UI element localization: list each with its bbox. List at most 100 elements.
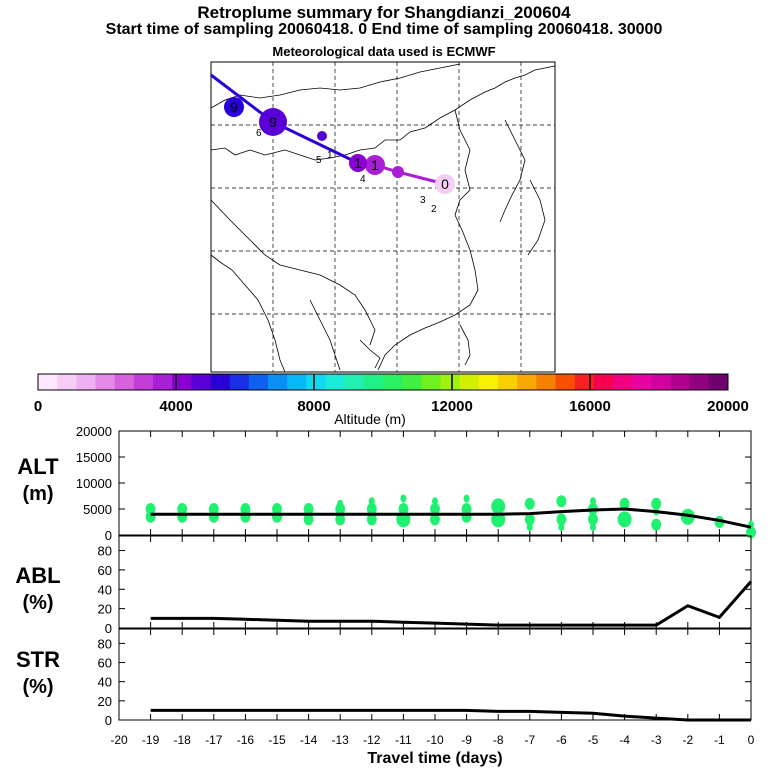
panel-ylabel-unit: (%) [22, 592, 53, 614]
altitude-cluster-point [240, 503, 251, 515]
colorbar-swatch [229, 374, 250, 390]
altitude-cluster-point [588, 513, 598, 526]
altitude-cluster-point [177, 503, 188, 515]
colorbar-swatch [38, 374, 58, 390]
x-tick-label: -19 [142, 733, 160, 747]
altitude-cluster-point [430, 503, 440, 515]
mean-altitude-line [150, 507, 752, 529]
colorbar-swatch [363, 374, 384, 390]
x-tick-label: -12 [363, 733, 381, 747]
coast-china-east [424, 109, 479, 329]
colorbar-swatch [210, 374, 231, 390]
border-south [210, 199, 376, 346]
y-tick-label: 0 [105, 713, 112, 728]
panel-ylabel-unit: (%) [22, 676, 53, 698]
plot-frame [118, 535, 752, 629]
altitude-cluster-point [430, 513, 440, 526]
x-tick-label: -20 [110, 733, 128, 747]
colorbar-tick-label: 12000 [431, 398, 473, 415]
colorbar-swatch [632, 374, 652, 390]
y-tick-label: 10000 [76, 476, 112, 491]
trajectory-cluster-day9 [224, 97, 244, 117]
y-tick-label: 0 [105, 528, 112, 543]
coast-korea [499, 119, 526, 223]
x-tick-label: -18 [174, 733, 192, 747]
trajectory-cluster-day5 [317, 131, 327, 141]
altitude-cluster-point [335, 513, 346, 526]
border-north [210, 65, 556, 161]
colorbar-tick-label: 8000 [297, 398, 330, 415]
x-tick-label: -5 [588, 733, 599, 747]
trajectory-cluster-day1 [392, 166, 404, 178]
x-tick-label: -13 [332, 733, 350, 747]
altitude-cluster-point [590, 523, 596, 532]
x-tick-label: -17 [205, 733, 223, 747]
plot-abl: 0 20 40 60 80 ABL (%) [15, 535, 753, 636]
trajectory-cluster-day6 [259, 108, 287, 136]
altitude-cluster-point [432, 497, 438, 506]
colorbar-swatch [153, 374, 173, 390]
colorbar-tick-label: 16000 [569, 398, 611, 415]
altitude-cluster-point [619, 497, 630, 510]
colorbar-frame [37, 373, 729, 391]
altitude-cluster-point [272, 503, 282, 515]
y-tick-label: 60 [98, 563, 112, 578]
trajectory-cluster-day1b [365, 155, 385, 175]
x-tick-label: -4 [619, 733, 630, 747]
altitude-cluster-point [556, 513, 567, 526]
altitude-cluster-point [558, 523, 565, 532]
x-tick-label: -8 [493, 733, 504, 747]
colorbar-swatch [689, 374, 710, 390]
colorbar-swatch [306, 374, 326, 390]
altitude-cluster-point [303, 503, 314, 515]
colorbar-swatch [248, 374, 269, 390]
altitude-cluster-point [491, 498, 506, 515]
altitude-cluster-point [208, 503, 219, 515]
colorbar-swatch [517, 374, 537, 390]
cluster-label: 9 [230, 99, 238, 115]
colorbar-swatch [421, 374, 441, 390]
day-label: 3 [420, 195, 426, 206]
trajectory-cluster-day2 [349, 154, 367, 172]
altitude-cluster-point [398, 503, 409, 515]
day-label: 6 [256, 128, 262, 139]
altitude-cluster-point [400, 494, 407, 503]
colorbar-swatch [172, 374, 192, 390]
plot-frame [118, 628, 752, 721]
day-label: 5 [316, 155, 322, 166]
y-tick-label: 20 [98, 694, 112, 709]
cluster-label: 1 [354, 155, 362, 171]
altitude-cluster-point [366, 513, 377, 526]
coast-cambodia [359, 339, 381, 369]
y-tick-label: 80 [98, 544, 112, 559]
plot-alt: 0 5000 10000 15000 20000 ALT (m) [17, 424, 756, 543]
colorbar-swatch [344, 374, 365, 390]
x-tick-label: -2 [682, 733, 693, 747]
colorbar-label: Altitude (m) [334, 411, 406, 427]
colorbar-swatch [498, 374, 518, 390]
colorbar-tick-label: 20000 [707, 398, 749, 415]
x-tick-label: -10 [426, 733, 444, 747]
colorbar-swatch [574, 374, 595, 390]
x-tick-label: -14 [300, 733, 318, 747]
altitude-cluster-point [368, 497, 375, 506]
altitude-cluster-point [651, 497, 662, 510]
str-fraction-line [150, 708, 751, 722]
colorbar-swatch [613, 374, 633, 390]
colorbar-swatch [191, 374, 211, 390]
colorbar-swatch [133, 374, 154, 390]
altitude-cluster-point [463, 494, 470, 503]
colorbar-swatch [287, 374, 307, 390]
altitude-cluster-point [366, 503, 377, 515]
altitude-cluster-point [556, 495, 567, 508]
colorbar-tick-label: 4000 [159, 398, 192, 415]
y-tick-label: 40 [98, 582, 112, 597]
panel-ylabel-unit: (m) [22, 483, 53, 505]
y-tick-label: 15000 [76, 450, 112, 465]
abl-fraction-line [150, 580, 753, 627]
map-coastlines [210, 63, 556, 373]
colorbar-swatch [536, 374, 556, 390]
x-tick-label: -11 [395, 733, 412, 747]
